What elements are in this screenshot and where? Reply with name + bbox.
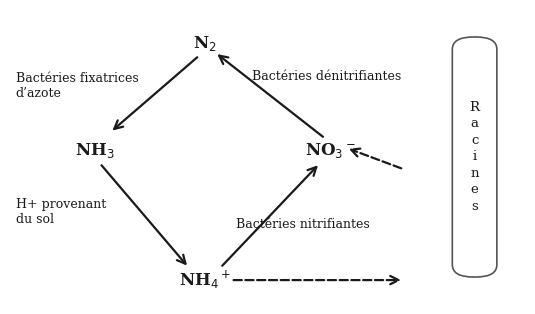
Text: H+ provenant
du sol: H+ provenant du sol	[16, 198, 106, 226]
Text: Bactéries fixatrices
d’azote: Bactéries fixatrices d’azote	[16, 72, 139, 100]
Text: R
a
c
i
n
e
s: R a c i n e s	[470, 101, 479, 213]
Text: N$_2$: N$_2$	[193, 34, 216, 53]
Text: NO$_3$$^-$: NO$_3$$^-$	[305, 141, 356, 160]
Text: Bactéries nitrifiantes: Bactéries nitrifiantes	[236, 218, 370, 231]
FancyBboxPatch shape	[452, 37, 497, 277]
Text: NH$_4$$^+$: NH$_4$$^+$	[179, 269, 231, 291]
Text: NH$_3$: NH$_3$	[75, 141, 114, 160]
Text: Bactéries dénitrifiantes: Bactéries dénitrifiantes	[252, 70, 401, 84]
